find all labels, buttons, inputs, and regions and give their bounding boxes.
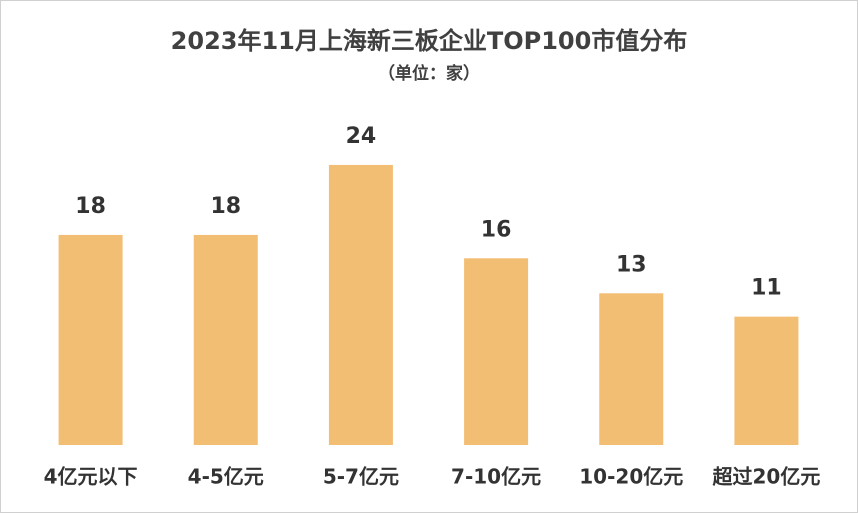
chart-subtitle: （单位：家）	[378, 63, 480, 84]
value-label: 13	[616, 252, 647, 277]
chart-title: 2023年11月上海新三板企业TOP100市值分布	[171, 27, 688, 55]
value-label: 18	[75, 194, 106, 219]
bar	[734, 316, 799, 445]
value-label: 24	[346, 124, 377, 149]
value-label: 16	[481, 217, 512, 242]
x-tick-label: 超过20亿元	[711, 465, 820, 489]
x-tick-label: 10-20亿元	[579, 465, 683, 489]
bar	[464, 258, 529, 445]
bar	[58, 234, 123, 445]
x-tick-label: 7-10亿元	[451, 465, 541, 489]
bar	[599, 293, 664, 445]
bar	[193, 234, 258, 445]
value-label: 11	[751, 276, 782, 301]
x-tick-label: 5-7亿元	[323, 465, 399, 489]
x-tick-label: 4亿元以下	[44, 465, 138, 489]
bar	[328, 164, 393, 446]
x-tick-label: 4-5亿元	[188, 465, 264, 489]
value-label: 18	[210, 194, 241, 219]
